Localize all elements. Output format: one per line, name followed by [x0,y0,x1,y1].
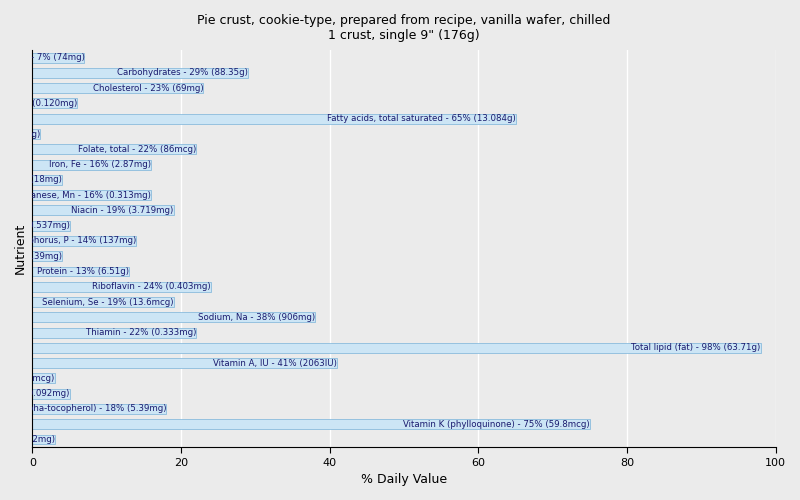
Text: Thiamin - 22% (0.333mg): Thiamin - 22% (0.333mg) [86,328,196,337]
Bar [33,190,151,200]
Text: Calcium, Ca - 7% (74mg): Calcium, Ca - 7% (74mg) [0,53,85,62]
Text: Riboflavin - 24% (0.403mg): Riboflavin - 24% (0.403mg) [92,282,211,292]
Bar [33,83,203,93]
Bar [33,236,137,246]
Bar [33,68,248,78]
Bar [33,297,174,307]
Text: Carbohydrates - 29% (88.35g): Carbohydrates - 29% (88.35g) [117,68,248,78]
Text: Vitamin A, IU - 41% (2063IU): Vitamin A, IU - 41% (2063IU) [214,358,337,368]
Text: Potassium, K - 4% (139mg): Potassium, K - 4% (139mg) [0,252,62,260]
Bar [33,98,77,108]
Text: Vitamin B-12 - 3% (0.16mcg): Vitamin B-12 - 3% (0.16mcg) [0,374,54,383]
Bar [33,434,54,444]
Bar [33,220,70,230]
Text: Total lipid (fat) - 98% (63.71g): Total lipid (fat) - 98% (63.71g) [631,344,761,352]
Bar [33,420,590,429]
Text: Manganese, Mn - 16% (0.313mg): Manganese, Mn - 16% (0.313mg) [7,190,151,200]
Bar [33,328,196,338]
Text: Folate, total - 22% (86mcg): Folate, total - 22% (86mcg) [78,145,196,154]
Bar [33,206,174,216]
Bar [33,251,62,261]
Bar [33,175,62,185]
Text: Vitamin E (alpha-tocopherol) - 18% (5.39mg): Vitamin E (alpha-tocopherol) - 18% (5.39… [0,404,166,413]
Text: Phosphorus, P - 14% (137mg): Phosphorus, P - 14% (137mg) [8,236,137,246]
Text: Zinc, Zn - 3% (0.42mg): Zinc, Zn - 3% (0.42mg) [0,435,54,444]
Bar [33,388,70,398]
Bar [33,114,515,124]
Y-axis label: Nutrient: Nutrient [14,223,27,274]
Bar [33,404,166,414]
Text: Vitamin K (phylloquinone) - 75% (59.8mcg): Vitamin K (phylloquinone) - 75% (59.8mcg… [403,420,590,428]
Bar [33,374,54,384]
Bar [33,160,151,170]
Text: Magnesium, Mg - 4% (18mg): Magnesium, Mg - 4% (18mg) [0,176,62,184]
Text: Protein - 13% (6.51g): Protein - 13% (6.51g) [37,267,129,276]
Bar [33,343,761,353]
Bar [33,144,196,154]
Bar [33,282,211,292]
Text: Cholesterol - 23% (69mg): Cholesterol - 23% (69mg) [93,84,203,92]
Text: Copper, Cu - 6% (0.120mg): Copper, Cu - 6% (0.120mg) [0,99,77,108]
Bar [33,358,337,368]
Text: Fatty acids, total saturated - 65% (13.084g): Fatty acids, total saturated - 65% (13.0… [326,114,515,123]
X-axis label: % Daily Value: % Daily Value [361,473,447,486]
Bar [33,266,129,276]
Bar [33,52,85,62]
Text: Iron, Fe - 16% (2.87mg): Iron, Fe - 16% (2.87mg) [50,160,151,169]
Title: Pie crust, cookie-type, prepared from recipe, vanilla wafer, chilled
1 crust, si: Pie crust, cookie-type, prepared from re… [198,14,610,42]
Text: Fiber, total dietary - 1% (0.2g): Fiber, total dietary - 1% (0.2g) [0,130,40,138]
Text: Sodium, Na - 38% (906mg): Sodium, Na - 38% (906mg) [198,313,315,322]
Text: Vitamin B-6 - 5% (0.092mg): Vitamin B-6 - 5% (0.092mg) [0,389,70,398]
Text: Selenium, Se - 19% (13.6mcg): Selenium, Se - 19% (13.6mcg) [42,298,174,306]
Text: Niacin - 19% (3.719mg): Niacin - 19% (3.719mg) [71,206,174,215]
Bar [33,312,315,322]
Text: Pantothenic acid - 5% (0.537mg): Pantothenic acid - 5% (0.537mg) [0,221,70,230]
Bar [33,129,40,139]
